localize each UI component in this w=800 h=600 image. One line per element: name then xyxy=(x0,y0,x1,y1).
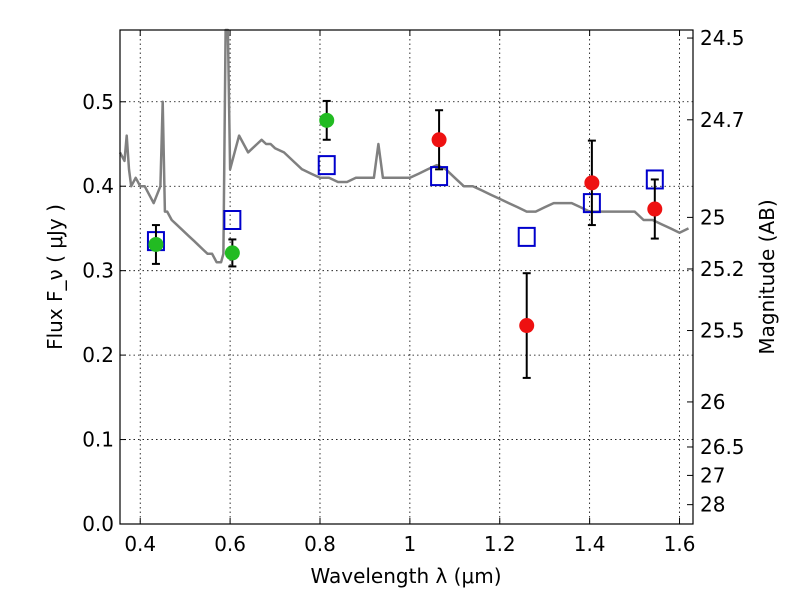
x-tick-label: 1 xyxy=(404,532,417,556)
y-tick-label: 0.3 xyxy=(82,259,114,283)
x-tick-label: 0.4 xyxy=(124,532,156,556)
y-tick-label: 0.5 xyxy=(82,90,114,114)
plot-frame xyxy=(119,29,694,525)
x-tick-label: 1.2 xyxy=(484,532,516,556)
x-axis-title: Wavelength λ (μm) xyxy=(310,564,501,588)
x-axis: 0.4 0.6 0.8 1 1.2 1.4 1.6 xyxy=(124,30,695,556)
mag-tick-label: 25 xyxy=(700,205,725,229)
observed-flux-point xyxy=(519,318,535,334)
y-axis-right: 24.5 24.7 25 25.2 25.5 26 26.5 27 28 xyxy=(687,26,745,517)
right-axis-title: Magnitude (AB) xyxy=(755,199,779,354)
model-flux-square xyxy=(317,155,336,176)
mag-tick-label: 25.5 xyxy=(700,319,745,343)
spectrum-layer xyxy=(118,28,690,264)
mag-tick-label: 24.7 xyxy=(700,108,745,132)
observed-flux-point xyxy=(319,112,335,128)
observed-flux-point xyxy=(148,236,164,252)
model-flux-square xyxy=(223,210,242,230)
x-tick-label: 0.8 xyxy=(304,532,336,556)
x-tick-label: 1.4 xyxy=(574,532,606,556)
y-axis-left: 0.0 0.1 0.2 0.3 0.4 0.5 xyxy=(82,90,126,536)
mag-tick-label: 28 xyxy=(700,493,725,517)
mag-tick-label: 26.5 xyxy=(700,435,745,459)
observed-flux-point xyxy=(647,201,663,217)
observed-flux-point xyxy=(431,132,447,148)
y-tick-label: 0.0 xyxy=(82,512,114,536)
grid-lines xyxy=(120,30,693,525)
points-layer xyxy=(146,99,664,379)
observed-flux-point xyxy=(224,245,240,261)
y-tick-label: 0.2 xyxy=(82,343,114,367)
model-spectrum-line xyxy=(118,28,690,264)
x-tick-label: 0.6 xyxy=(214,532,246,556)
observed-flux-point xyxy=(584,175,600,191)
mag-tick-label: 26 xyxy=(700,390,725,414)
y-tick-label: 0.1 xyxy=(82,428,114,452)
model-flux-square xyxy=(517,226,536,247)
y-tick-label: 0.4 xyxy=(82,174,114,198)
mag-tick-label: 24.5 xyxy=(700,26,745,50)
mag-tick-label: 27 xyxy=(700,463,725,487)
x-tick-label: 1.6 xyxy=(664,532,696,556)
y-axis-title: Flux F_ν ( μJy ) xyxy=(43,204,67,350)
mag-tick-label: 25.2 xyxy=(700,257,745,281)
